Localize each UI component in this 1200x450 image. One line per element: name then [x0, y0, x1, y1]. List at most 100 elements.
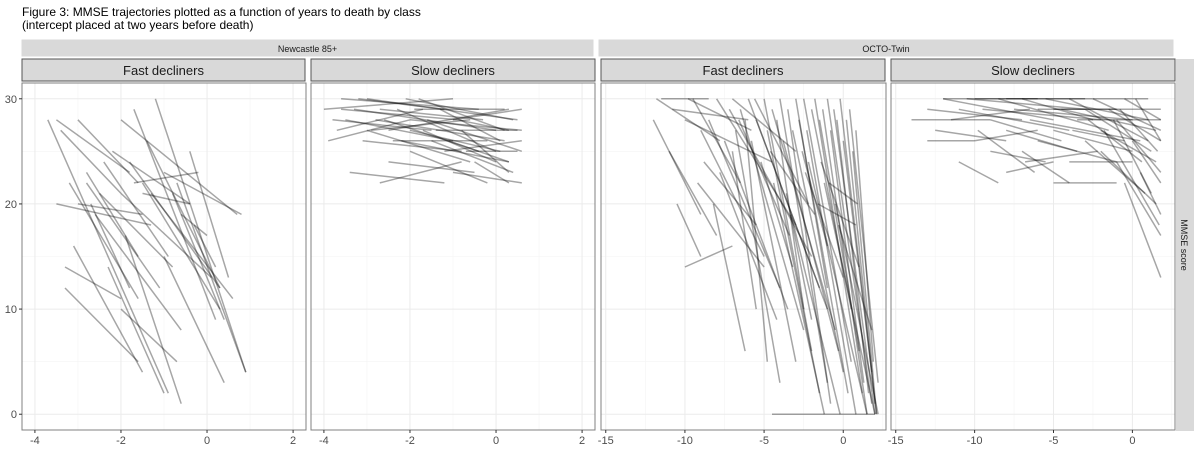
- trajectory-line: [974, 129, 1038, 142]
- figure-title-line-1: Figure 3: MMSE trajectories plotted as a…: [22, 5, 421, 19]
- trajectory-line: [448, 140, 510, 163]
- trajectory-line: [133, 171, 199, 184]
- x-tick-label: -10: [677, 435, 693, 447]
- trajectory-line: [700, 129, 765, 257]
- trajectory-line: [1084, 108, 1152, 152]
- y-tick-label: 30: [5, 94, 17, 106]
- trajectory-line: [823, 182, 876, 415]
- trajectory-line: [1115, 161, 1162, 236]
- trajectory-line: [345, 119, 454, 142]
- trajectory-line: [734, 130, 781, 383]
- y-tick-label: 20: [5, 199, 17, 211]
- trajectory-line: [977, 129, 1036, 174]
- trajectory-line: [828, 182, 858, 205]
- x-tick-label: -4: [319, 435, 329, 447]
- trajectory-line: [966, 98, 1086, 111]
- trajectory-line: [409, 119, 522, 132]
- trajectory-line: [1045, 98, 1149, 121]
- trajectory-line: [1119, 108, 1159, 152]
- trajectory-line: [180, 213, 208, 237]
- trajectory-line: [396, 108, 497, 152]
- trajectory-line: [366, 98, 518, 121]
- y-axis-label: MMSE score: [1179, 219, 1189, 271]
- trajectory-line: [852, 151, 878, 415]
- trajectory-line: [431, 140, 514, 174]
- cohort-strip-label-octo-twin: OCTO-Twin: [862, 44, 909, 54]
- trajectory-line: [760, 161, 794, 268]
- trajectory-line: [94, 213, 182, 331]
- panel-border: [21, 82, 307, 431]
- trajectory-line: [802, 98, 852, 362]
- trajectory-line: [839, 98, 878, 415]
- trajectory-line: [950, 108, 1030, 121]
- trajectory-line: [790, 214, 841, 415]
- trajectory-line: [817, 203, 857, 226]
- cohort-strip-octo-twin: [597, 38, 1175, 58]
- trajectory-line: [814, 98, 864, 394]
- trajectory-line: [1131, 140, 1162, 184]
- x-tick-label: -15: [888, 435, 904, 447]
- trajectory-line: [64, 266, 122, 300]
- trajectory-line: [1021, 150, 1070, 184]
- trajectory-line: [719, 172, 778, 320]
- trajectory-line: [189, 151, 230, 278]
- cohort-strip-label-newcastle: Newcastle 85+: [278, 44, 337, 54]
- trajectory-line: [388, 161, 475, 174]
- trajectory-line: [457, 119, 510, 132]
- trajectory-line: [1029, 119, 1141, 142]
- class-strip-label-newcastle-slow: Slow decliners: [411, 63, 495, 78]
- trajectory-line: [744, 119, 769, 362]
- trajectory-line: [452, 108, 522, 121]
- trajectory-line: [85, 172, 139, 257]
- trajectory-line: [120, 192, 212, 279]
- trajectory-line: [785, 193, 813, 320]
- trajectory-line: [371, 119, 471, 132]
- trajectory-line: [998, 98, 1109, 132]
- trajectory-line: [375, 119, 505, 142]
- trajectory-line: [358, 98, 445, 111]
- class-strip-newcastle-slow: [310, 58, 596, 82]
- trajectory-line: [120, 119, 238, 215]
- trajectory-line: [958, 108, 1070, 132]
- trajectory-line: [366, 129, 471, 163]
- trajectory-line: [982, 108, 1101, 121]
- trajectory-line: [323, 98, 454, 111]
- trajectory-line: [779, 98, 829, 383]
- trajectory-line: [120, 308, 178, 363]
- trajectory-line: [771, 109, 837, 331]
- x-tick-label: -4: [30, 435, 40, 447]
- class-strip-label-newcastle-fast: Fast decliners: [123, 63, 204, 78]
- trajectory-line: [766, 130, 821, 394]
- trajectory-line: [676, 203, 702, 257]
- trajectory-line: [1006, 161, 1054, 174]
- trajectory-line: [697, 182, 765, 268]
- trajectory-line: [461, 129, 510, 173]
- trajectory-line: [1084, 140, 1146, 194]
- trajectory-line: [935, 129, 1007, 142]
- trajectory-line: [821, 109, 868, 415]
- trajectory-line: [1053, 129, 1133, 153]
- trajectory-line: [738, 119, 791, 236]
- trajectory-line: [111, 150, 191, 205]
- trajectory-line: [820, 161, 860, 268]
- trajectory-line: [782, 140, 840, 352]
- trajectory-line: [47, 119, 169, 394]
- class-strip-octo-fast: [600, 58, 886, 82]
- trajectory-line: [1124, 98, 1162, 121]
- trajectory-line: [426, 119, 523, 153]
- trajectory-line: [807, 161, 868, 415]
- trajectory-line: [349, 171, 445, 184]
- trajectory-line: [1108, 108, 1162, 142]
- trajectory-line: [64, 287, 139, 363]
- trajectory-line: [672, 108, 749, 121]
- cohort-strip-newcastle: [20, 38, 595, 58]
- x-tick-label: 0: [204, 435, 210, 447]
- x-tick-label: 2: [290, 435, 296, 447]
- trajectory-line: [1100, 129, 1157, 163]
- trajectory-line: [171, 193, 225, 320]
- trajectory-line: [739, 109, 805, 331]
- trajectory-line: [353, 108, 497, 132]
- trajectory-line: [474, 161, 510, 184]
- trajectory-line: [328, 119, 411, 142]
